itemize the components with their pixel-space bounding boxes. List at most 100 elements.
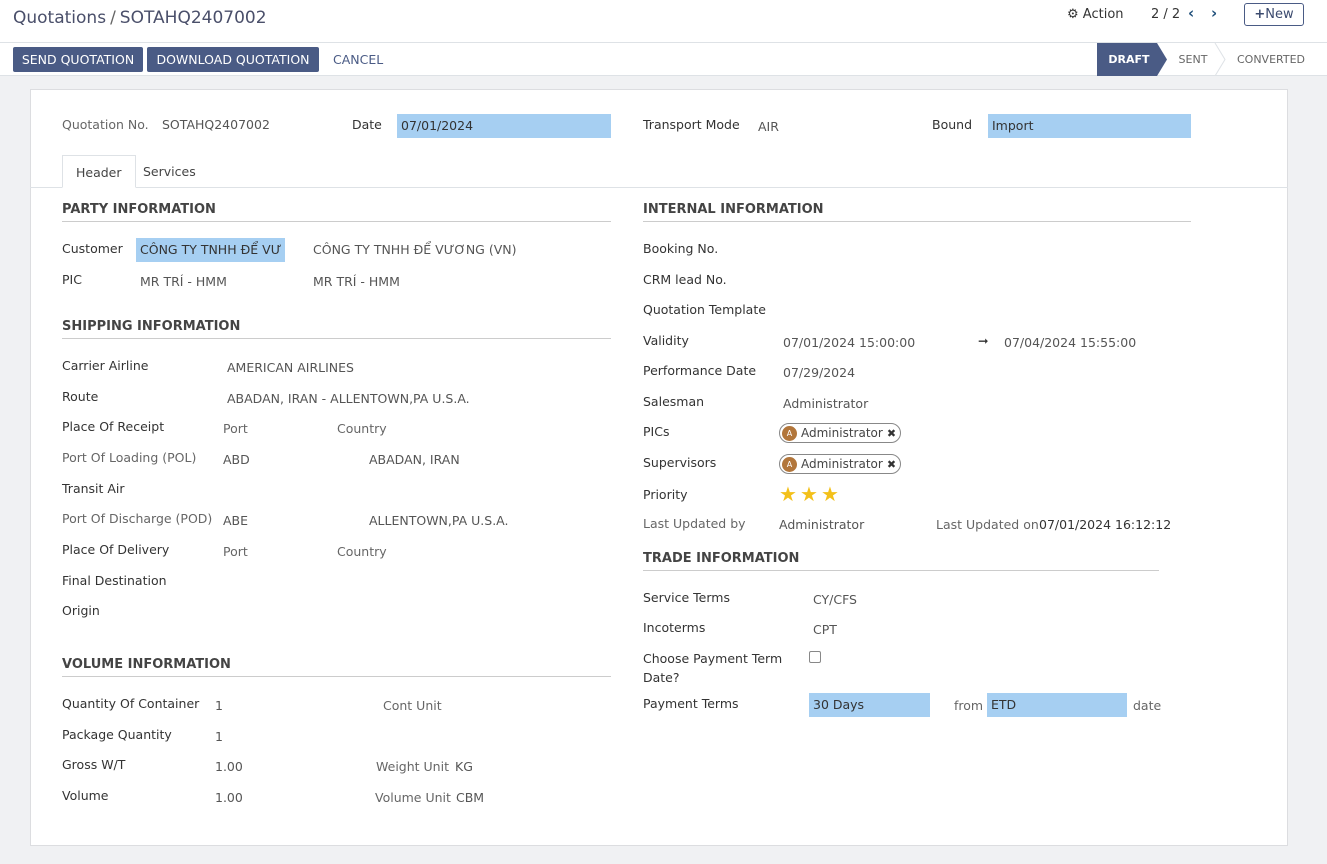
status-step-converted[interactable]: CONVERTED	[1236, 53, 1306, 66]
transit-air-label: Transit Air	[62, 481, 125, 496]
tab-services[interactable]: Services	[143, 164, 196, 179]
arrow-right-icon: ➞	[978, 333, 989, 348]
incoterms-field[interactable]: CPT	[813, 622, 837, 637]
validity-to-field[interactable]: 07/04/2024 15:55:00	[1004, 335, 1137, 350]
date-field[interactable]: 07/01/2024	[397, 114, 611, 138]
receipt-port-field[interactable]: Port	[223, 421, 248, 436]
payment-terms-field[interactable]: 30 Days	[809, 693, 930, 717]
transport-mode-value[interactable]: AIR	[758, 119, 779, 134]
service-terms-field[interactable]: CY/CFS	[813, 592, 857, 607]
delivery-country-field[interactable]: Country	[337, 544, 387, 559]
trade-section-title: TRADE INFORMATION	[643, 551, 1159, 571]
last-updated-by-label: Last Updated by	[643, 516, 746, 531]
last-updated-by-value: Administrator	[779, 517, 865, 532]
salesman-label: Salesman	[643, 394, 705, 409]
salesman-field[interactable]: Administrator	[783, 396, 869, 411]
status-step-sent[interactable]: SENT	[1178, 53, 1208, 66]
performance-date-field[interactable]: 07/29/2024	[783, 365, 856, 380]
receipt-country-field[interactable]: Country	[337, 421, 387, 436]
breadcrumb-current: SOTAHQ2407002	[119, 8, 267, 28]
chevron-right-icon[interactable]: ›	[1211, 4, 1218, 22]
weight-unit-label: Weight Unit	[376, 759, 449, 774]
star-icon[interactable]: ★	[800, 482, 818, 506]
pic-name: MR TRÍ - HMM	[313, 274, 400, 289]
carrier-airline-field[interactable]: AMERICAN AIRLINES	[227, 360, 354, 375]
supervisors-tag: A Administrator ✖	[779, 454, 902, 474]
final-destination-label: Final Destination	[62, 573, 167, 588]
cont-unit-label: Cont Unit	[383, 698, 442, 713]
package-qty-field[interactable]: 1	[215, 729, 223, 744]
close-icon[interactable]: ✖	[886, 457, 897, 471]
pol-code[interactable]: ABD	[223, 452, 250, 467]
route-field[interactable]: ABADAN, IRAN - ALLENTOWN,PA U.S.A.	[227, 391, 470, 406]
gross-weight-field[interactable]: 1.00	[215, 759, 243, 774]
pod-name: ALLENTOWN,PA U.S.A.	[369, 513, 509, 528]
pics-tag-label: Administrator	[801, 426, 883, 440]
tab-header[interactable]: Header	[62, 155, 136, 188]
status-arrows	[1097, 43, 1226, 76]
quotation-template-label: Quotation Template	[643, 302, 766, 317]
star-icon[interactable]: ★	[821, 482, 839, 506]
volume-section-title: VOLUME INFORMATION	[62, 657, 611, 677]
party-section-title: PARTY INFORMATION	[62, 202, 611, 222]
place-of-receipt-label: Place Of Receipt	[62, 419, 165, 434]
last-updated-on-value: 07/01/2024 16:12:12	[1039, 517, 1172, 532]
customer-label: Customer	[62, 241, 123, 256]
pager-value[interactable]: 2 / 2	[1151, 7, 1181, 22]
weight-unit-field[interactable]: KG	[455, 759, 473, 774]
volume-unit-label: Volume Unit	[375, 790, 451, 805]
bound-field[interactable]: Import	[988, 114, 1191, 138]
shipping-section-title: SHIPPING INFORMATION	[62, 319, 611, 339]
priority-label: Priority	[643, 487, 688, 502]
breadcrumb: Quotations / SOTAHQ2407002	[13, 8, 267, 28]
incoterms-label: Incoterms	[643, 620, 706, 635]
star-icon[interactable]: ★	[779, 482, 797, 506]
new-label: New	[1265, 7, 1294, 22]
breadcrumb-quotations-link[interactable]: Quotations	[13, 8, 107, 28]
choose-payment-term-label: Choose Payment Term	[643, 651, 783, 666]
download-quotation-button[interactable]: DOWNLOAD QUOTATION	[147, 47, 319, 72]
supervisors-tag-label: Administrator	[801, 457, 883, 471]
crm-lead-label: CRM lead No.	[643, 272, 727, 287]
pic-field[interactable]: MR TRÍ - HMM	[140, 274, 227, 289]
customer-name: CÔNG TY TNHH ĐỂ VƯƠNG (VN)	[313, 242, 517, 257]
cancel-button[interactable]: CANCEL	[333, 52, 384, 67]
transport-mode-label: Transport Mode	[643, 117, 740, 132]
divider	[0, 42, 1327, 43]
payment-terms-label: Payment Terms	[643, 696, 739, 711]
pol-name: ABADAN, IRAN	[369, 452, 460, 467]
package-qty-label: Package Quantity	[62, 727, 172, 742]
send-quotation-button[interactable]: SEND QUOTATION	[13, 47, 143, 72]
validity-label: Validity	[643, 333, 689, 348]
origin-label: Origin	[62, 603, 100, 618]
pics-label: PICs	[643, 424, 670, 439]
from-label: from	[954, 698, 984, 713]
qty-container-field[interactable]: 1	[215, 698, 223, 713]
route-label: Route	[62, 389, 99, 404]
validity-from-field[interactable]: 07/01/2024 15:00:00	[783, 335, 916, 350]
choose-payment-term-label-2: Date?	[643, 670, 680, 685]
choose-payment-term-checkbox[interactable]	[809, 651, 821, 663]
pod-code[interactable]: ABE	[223, 513, 249, 528]
last-updated-on-label: Last Updated on	[936, 517, 1039, 532]
close-icon[interactable]: ✖	[886, 426, 897, 440]
volume-unit-field[interactable]: CBM	[456, 790, 485, 805]
chevron-left-icon[interactable]: ‹	[1188, 4, 1195, 22]
customer-field[interactable]: CÔNG TY TNHH ĐỂ VƯ	[136, 238, 285, 262]
delivery-port-field[interactable]: Port	[223, 544, 248, 559]
bound-label: Bound	[932, 117, 973, 132]
control-panel: Quotations / SOTAHQ2407002 ⚙ Action 2 / 2 …	[0, 0, 1327, 76]
form-sheet	[30, 89, 1288, 846]
volume-field[interactable]: 1.00	[215, 790, 243, 805]
action-label: Action	[1082, 7, 1124, 22]
new-button[interactable]: +New	[1244, 3, 1304, 26]
pic-label: PIC	[62, 272, 82, 287]
performance-date-label: Performance Date	[643, 363, 757, 378]
payment-from-field[interactable]: ETD	[987, 693, 1127, 717]
status-step-draft[interactable]: DRAFT	[1108, 53, 1150, 66]
pics-tag: A Administrator ✖	[779, 423, 902, 443]
supervisors-label: Supervisors	[643, 455, 717, 470]
gross-weight-label: Gross W/T	[62, 757, 126, 772]
internal-section-title: INTERNAL INFORMATION	[643, 202, 1191, 222]
action-menu-button[interactable]: ⚙ Action	[1067, 7, 1124, 22]
